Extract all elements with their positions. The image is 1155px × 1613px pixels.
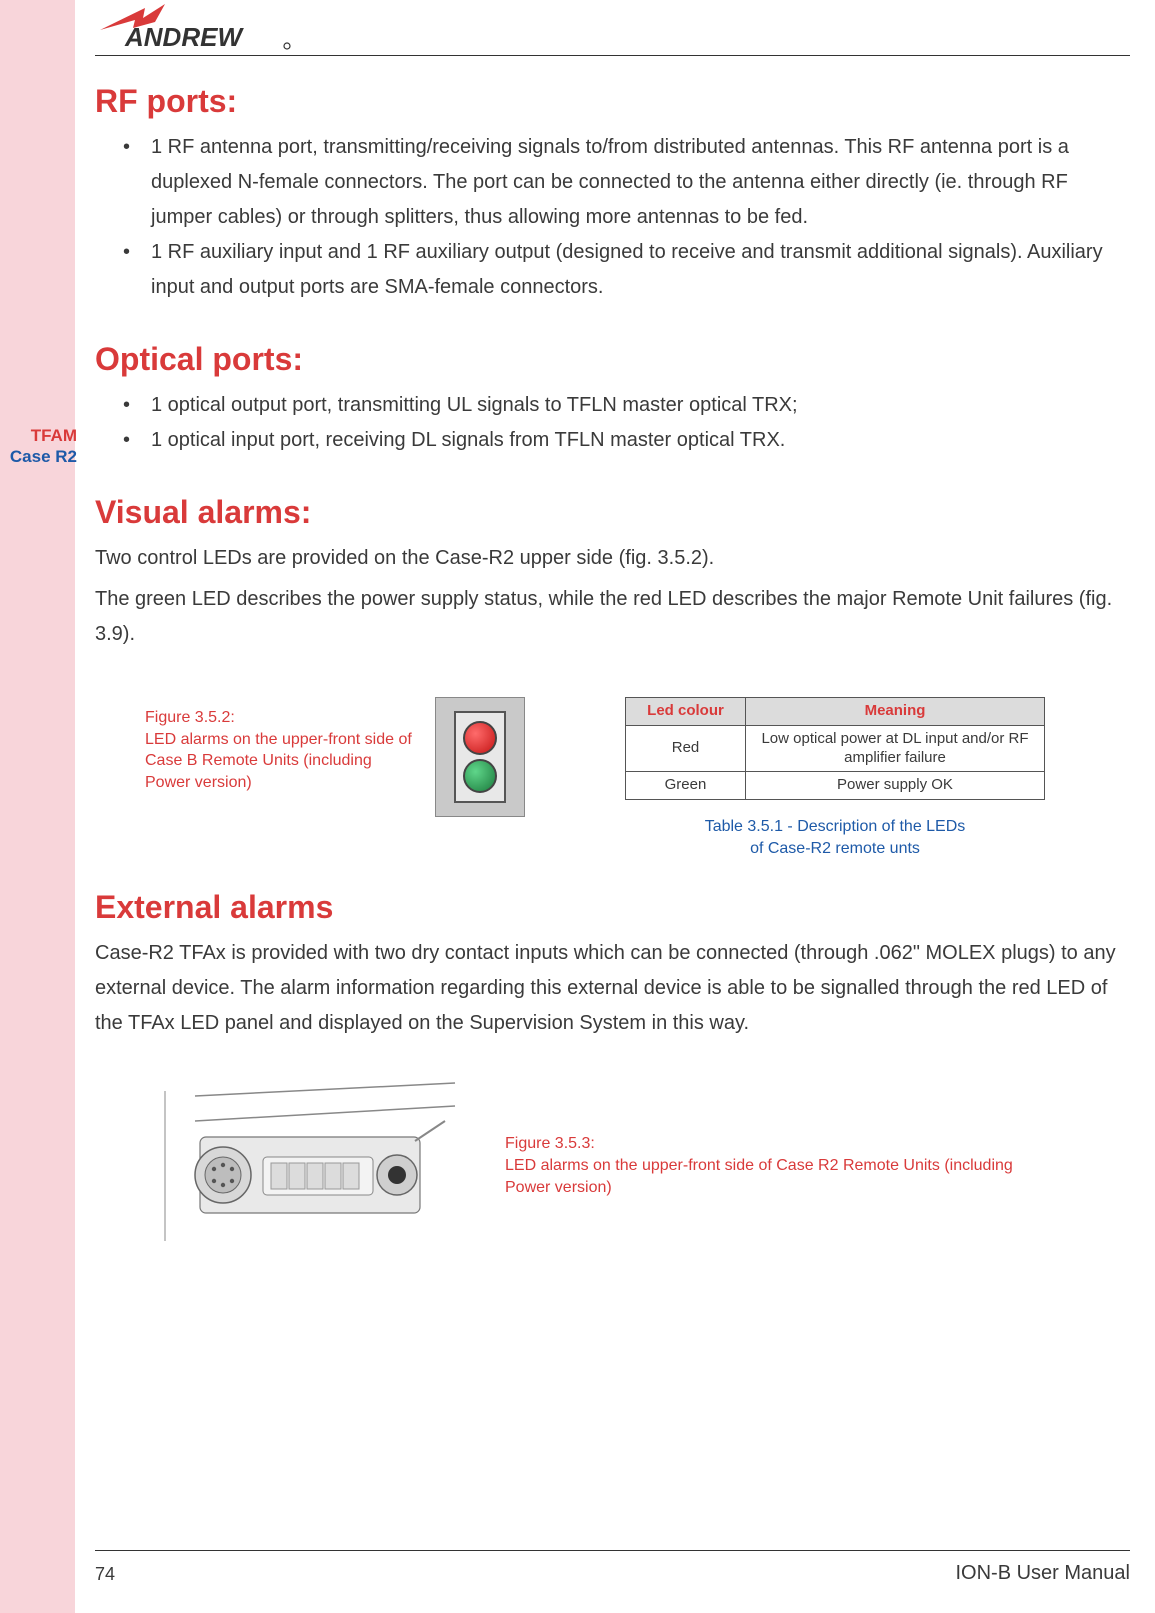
page-number: 74	[95, 1564, 115, 1585]
figure-353-row: Figure 3.5.3: LED alarms on the upper-fr…	[95, 1081, 1130, 1251]
optical-item-1: 1 optical output port, transmitting UL s…	[123, 388, 1130, 423]
footer-title: ION-B User Manual	[956, 1562, 1131, 1585]
red-led-icon	[463, 721, 497, 755]
external-heading: External alarms	[95, 889, 1130, 926]
th-meaning: Meaning	[746, 698, 1045, 726]
header-rule	[95, 55, 1130, 56]
rf-item-2: 1 RF auxiliary input and 1 RF auxiliary …	[123, 235, 1130, 305]
visual-para2: The green LED describes the power supply…	[95, 582, 1130, 652]
led-table-block: Led colour Meaning Red Low optical power…	[625, 697, 1130, 859]
optical-list: 1 optical output port, transmitting UL s…	[123, 388, 1130, 458]
rf-list: 1 RF antenna port, transmitting/receivin…	[123, 130, 1130, 305]
visual-para1: Two control LEDs are provided on the Cas…	[95, 541, 1130, 576]
sidebar: TFAM Case R2	[0, 0, 75, 1613]
cell-red-meaning: Low optical power at DL input and/or RF …	[746, 725, 1045, 772]
svg-text:ANDREW: ANDREW	[124, 22, 244, 52]
table-row: Red Low optical power at DL input and/or…	[626, 725, 1045, 772]
table-caption-l1: Table 3.5.1 - Description of the LEDs	[705, 818, 966, 835]
sidebar-line2: Case R2	[10, 447, 77, 466]
figure-352-label: Figure 3.5.2:	[145, 709, 235, 726]
figure-352-caption: Figure 3.5.2: LED alarms on the upper-fr…	[145, 707, 415, 793]
page-content: RF ports: 1 RF antenna port, transmittin…	[95, 65, 1130, 1251]
table-caption-l2: of Case-R2 remote unts	[750, 840, 920, 857]
connector-diagram	[145, 1081, 465, 1251]
led-panel-diagram	[435, 697, 525, 817]
figure-353-label: Figure 3.5.3:	[505, 1135, 595, 1152]
cell-green-meaning: Power supply OK	[746, 772, 1045, 800]
figure-352-row: Figure 3.5.2: LED alarms on the upper-fr…	[95, 697, 1130, 859]
sidebar-line1: TFAM	[31, 426, 77, 445]
figure-353-caption: Figure 3.5.3: LED alarms on the upper-fr…	[505, 1133, 1025, 1200]
rf-item-1: 1 RF antenna port, transmitting/receivin…	[123, 130, 1130, 235]
table-header-row: Led colour Meaning	[626, 698, 1045, 726]
optical-heading: Optical ports:	[95, 341, 1130, 378]
led-panel-inner	[454, 711, 506, 803]
cell-green: Green	[626, 772, 746, 800]
table-row: Green Power supply OK	[626, 772, 1045, 800]
led-table: Led colour Meaning Red Low optical power…	[625, 697, 1045, 800]
rf-heading: RF ports:	[95, 83, 1130, 120]
optical-item-2: 1 optical input port, receiving DL signa…	[123, 423, 1130, 458]
andrew-logo: ANDREW	[95, 0, 315, 60]
green-led-icon	[463, 759, 497, 793]
cell-red: Red	[626, 725, 746, 772]
table-caption: Table 3.5.1 - Description of the LEDs of…	[625, 816, 1045, 859]
figure-353-text: LED alarms on the upper-front side of Ca…	[505, 1157, 1013, 1196]
th-led-colour: Led colour	[626, 698, 746, 726]
external-para: Case-R2 TFAx is provided with two dry co…	[95, 936, 1130, 1041]
figure-352-text: LED alarms on the upper-front side of Ca…	[145, 731, 412, 791]
visual-heading: Visual alarms:	[95, 494, 1130, 531]
footer-rule	[95, 1550, 1130, 1551]
sidebar-product-label: TFAM Case R2	[0, 425, 77, 468]
